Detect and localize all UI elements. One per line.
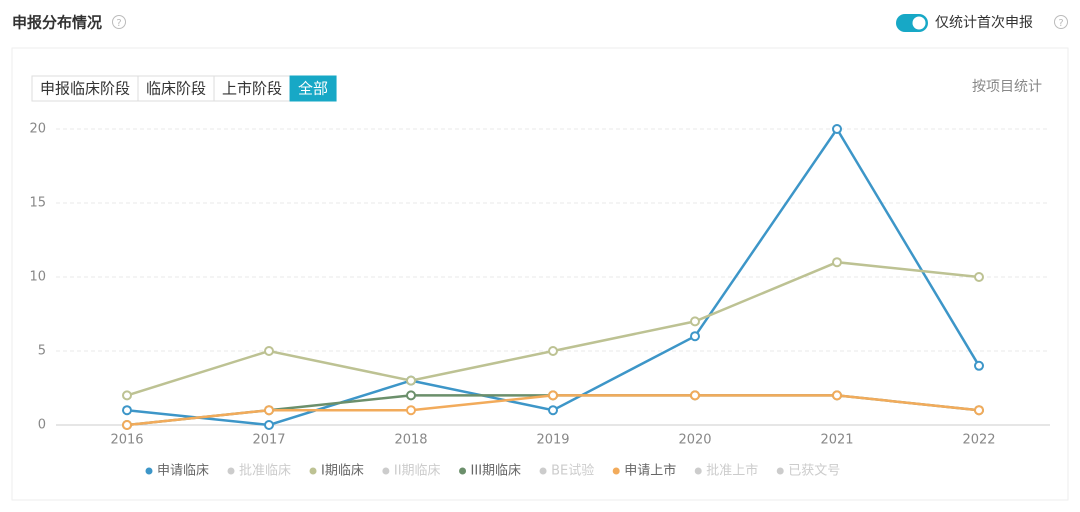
panel [11, 47, 1069, 501]
data-point [974, 405, 984, 416]
data-point [974, 360, 984, 371]
help-icon[interactable]: ? [112, 15, 126, 30]
x-tick-label: 2016 [110, 433, 143, 448]
group-by[interactable]: 按项目统计 [972, 79, 1042, 95]
data-point [122, 390, 132, 401]
legend-label[interactable]: 批准临床 [239, 464, 291, 479]
legend-label[interactable]: III期临床 [471, 464, 522, 479]
legend-label[interactable]: II期临床 [394, 464, 441, 479]
legend-marker [612, 467, 620, 475]
legend-marker [459, 467, 467, 475]
legend-marker [776, 467, 784, 475]
data-point [832, 390, 842, 401]
y-tick-label: 10 [29, 270, 46, 285]
header-title: 申报分布情况 [12, 14, 102, 32]
data-point [548, 346, 558, 356]
x-tick-label: 2022 [962, 433, 995, 448]
x-tick-label: 2017 [252, 433, 285, 448]
svg-text:?: ? [1058, 18, 1063, 29]
data-point [690, 331, 700, 342]
data-point [690, 316, 700, 327]
tab[interactable] [213, 75, 291, 102]
data-point [264, 420, 274, 430]
help-icon[interactable]: ? [1054, 15, 1068, 30]
data-point [690, 390, 700, 401]
data-point [122, 405, 132, 416]
x-tick-label: 2021 [820, 433, 853, 448]
toggle-label: 仅统计首次申报 [935, 15, 1033, 31]
data-point [832, 124, 842, 134]
legend-marker [539, 467, 547, 475]
tab[interactable] [31, 75, 139, 102]
data-point [264, 346, 274, 356]
y-tick-label: 15 [29, 196, 46, 211]
legend-marker [227, 467, 235, 475]
y-tick-label: 0 [38, 418, 46, 433]
data-point [974, 272, 984, 282]
legend-label[interactable]: 已获文号 [788, 464, 840, 479]
series-line [126, 260, 980, 397]
toggle-knob [912, 16, 926, 30]
legend-marker [382, 467, 390, 475]
legend-label[interactable]: 批准上市 [706, 463, 758, 479]
tab[interactable] [289, 75, 337, 102]
data-point [122, 420, 132, 430]
legend-marker [694, 467, 702, 475]
tab-label[interactable]: 全部 [298, 80, 328, 98]
y-tick-label: 5 [38, 344, 46, 359]
tab-label[interactable]: 上市阶段 [222, 80, 282, 98]
data-point [548, 405, 558, 416]
y-tick-label: 20 [29, 122, 46, 137]
data-point [832, 257, 842, 268]
x-tick-label: 2020 [678, 433, 711, 448]
legend-marker [145, 467, 153, 475]
tab-label[interactable]: 申报临床阶段 [40, 80, 130, 98]
data-point [264, 405, 274, 416]
x-tick-label: 2019 [536, 433, 569, 448]
data-point [406, 405, 416, 416]
svg-text:?: ? [116, 18, 121, 29]
x-tick-label: 2018 [394, 433, 427, 448]
tab-label[interactable]: 临床阶段 [146, 80, 206, 98]
legend-marker [309, 467, 317, 475]
data-point [406, 390, 416, 401]
legend-label[interactable]: 申请上市 [624, 463, 676, 479]
legend-label[interactable]: BE试验 [551, 463, 594, 479]
data-point [548, 390, 558, 401]
data-point [406, 375, 416, 386]
legend-label[interactable]: I期临床 [321, 464, 364, 479]
legend-label[interactable]: 申请临床 [157, 464, 209, 479]
